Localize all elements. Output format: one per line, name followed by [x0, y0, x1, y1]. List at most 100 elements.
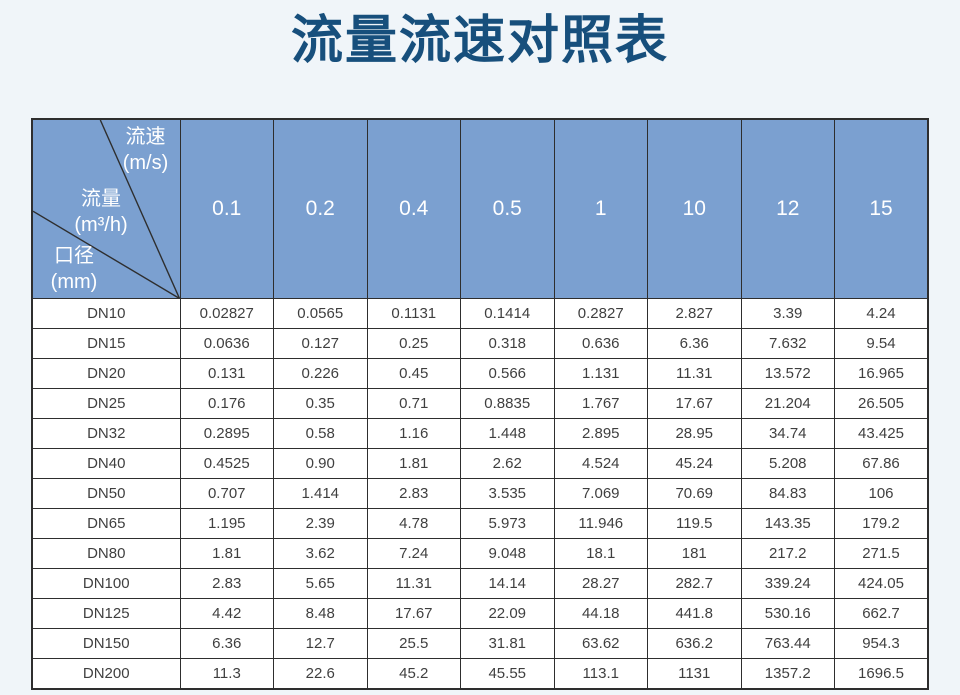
value-cell: 636.2 [647, 628, 742, 660]
value-cell: 18.1 [553, 538, 648, 570]
diameter-cell: DN50 [31, 478, 181, 510]
value-cell: 339.24 [740, 568, 835, 600]
diagonal-divider-lines [33, 119, 180, 299]
diameter-cell: DN100 [31, 568, 181, 600]
value-cell: 763.44 [740, 628, 835, 660]
corner-header-cell: 流速 (m/s) 流量 (m³/h) 口径 (mm) [31, 118, 181, 300]
page-title: 流量流速对照表 [290, 12, 669, 70]
value-cell: 11.31 [366, 568, 461, 600]
value-cell: 7.24 [366, 538, 461, 570]
value-cell: 2.83 [366, 478, 461, 510]
value-cell: 31.81 [460, 628, 555, 660]
table-row-DN65: DN65 1.195 2.39 4.78 5.973 11.946 119.5 143.35 1… [31, 508, 929, 540]
value-cell: 1.767 [553, 388, 648, 420]
diameter-axis-label: 口径 (mm) [35, 243, 113, 295]
value-cell: 43.425 [834, 418, 929, 450]
value-cell: 26.505 [834, 388, 929, 420]
value-cell: 0.0565 [273, 298, 368, 330]
value-cell: 2.39 [273, 508, 368, 540]
value-cell: 1.81 [179, 538, 274, 570]
value-cell: 3.62 [273, 538, 368, 570]
velocity-header-15: 15 [834, 118, 929, 300]
value-cell: 2.895 [553, 418, 648, 450]
value-cell: 1696.5 [834, 658, 929, 690]
value-cell: 25.5 [366, 628, 461, 660]
value-cell: 282.7 [647, 568, 742, 600]
value-cell: 6.36 [647, 328, 742, 360]
value-cell: 954.3 [834, 628, 929, 660]
value-cell: 0.71 [366, 388, 461, 420]
value-cell: 28.27 [553, 568, 648, 600]
value-cell: 0.226 [273, 358, 368, 390]
header-row: 流速 (m/s) 流量 (m³/h) 口径 (mm) 0.1 0.2 0.4 0.5 1… [31, 118, 929, 300]
value-cell: 1.131 [553, 358, 648, 390]
diameter-cell: DN200 [31, 658, 181, 690]
value-cell: 0.636 [553, 328, 648, 360]
value-cell: 1357.2 [740, 658, 835, 690]
value-cell: 9.54 [834, 328, 929, 360]
table-row-DN80: DN80 1.81 3.62 7.24 9.048 18.1 181 217.2 271.5 [31, 538, 929, 570]
value-cell: 84.83 [740, 478, 835, 510]
value-cell: 0.318 [460, 328, 555, 360]
value-cell: 5.973 [460, 508, 555, 540]
value-cell: 0.02827 [179, 298, 274, 330]
value-cell: 5.65 [273, 568, 368, 600]
value-cell: 271.5 [834, 538, 929, 570]
value-cell: 0.2895 [179, 418, 274, 450]
value-cell: 1.414 [273, 478, 368, 510]
value-cell: 0.35 [273, 388, 368, 420]
value-cell: 0.127 [273, 328, 368, 360]
value-cell: 662.7 [834, 598, 929, 630]
value-cell: 11.946 [553, 508, 648, 540]
value-cell: 17.67 [366, 598, 461, 630]
value-cell: 4.78 [366, 508, 461, 540]
diameter-unit: (mm) [50, 271, 98, 294]
diameter-cell: DN15 [31, 328, 181, 360]
value-cell: 0.58 [273, 418, 368, 450]
value-cell: 7.069 [553, 478, 648, 510]
table-row-DN50: DN50 0.707 1.414 2.83 3.535 7.069 70.69 84.83 10… [31, 478, 929, 510]
value-cell: 3.535 [460, 478, 555, 510]
value-cell: 530.16 [740, 598, 835, 630]
value-cell: 106 [834, 478, 929, 510]
value-cell: 5.208 [740, 448, 835, 480]
value-cell: 22.6 [273, 658, 368, 690]
value-cell: 3.39 [740, 298, 835, 330]
value-cell: 2.83 [179, 568, 274, 600]
value-cell: 4.42 [179, 598, 274, 630]
value-cell: 1.16 [366, 418, 461, 450]
value-cell: 63.62 [553, 628, 648, 660]
value-cell: 0.176 [179, 388, 274, 420]
value-cell: 441.8 [647, 598, 742, 630]
value-cell: 217.2 [740, 538, 835, 570]
value-cell: 2.62 [460, 448, 555, 480]
table-row-DN40: DN40 0.4525 0.90 1.81 2.62 4.524 45.24 5.208 67.… [31, 448, 929, 480]
value-cell: 1.448 [460, 418, 555, 450]
velocity-header-12: 12 [740, 118, 835, 300]
velocity-label: 流速 [125, 125, 166, 148]
value-cell: 7.632 [740, 328, 835, 360]
value-cell: 0.4525 [179, 448, 274, 480]
value-cell: 1131 [647, 658, 742, 690]
diameter-cell: DN10 [31, 298, 181, 330]
table-row-DN125: DN125 4.42 8.48 17.67 22.09 44.18 441.8 530.16 6… [31, 598, 929, 630]
value-cell: 22.09 [460, 598, 555, 630]
value-cell: 0.131 [179, 358, 274, 390]
value-cell: 4.524 [553, 448, 648, 480]
velocity-unit: (m/s) [122, 151, 169, 174]
diameter-label: 口径 [54, 245, 94, 268]
value-cell: 67.86 [834, 448, 929, 480]
value-cell: 1.81 [366, 448, 461, 480]
value-cell: 424.05 [834, 568, 929, 600]
diameter-cell: DN80 [31, 538, 181, 570]
value-cell: 0.25 [366, 328, 461, 360]
value-cell: 1.195 [179, 508, 274, 540]
value-cell: 4.24 [834, 298, 929, 330]
diameter-cell: DN40 [31, 448, 181, 480]
flow-unit: (m³/h) [74, 213, 128, 236]
diameter-cell: DN32 [31, 418, 181, 450]
velocity-axis-label: 流速 (m/s) [113, 124, 179, 176]
flow-velocity-table: 流速 (m/s) 流量 (m³/h) 口径 (mm) 0.1 0.2 0.4 0.5 1… [31, 117, 929, 690]
value-cell: 0.0636 [179, 328, 274, 360]
value-cell: 70.69 [647, 478, 742, 510]
